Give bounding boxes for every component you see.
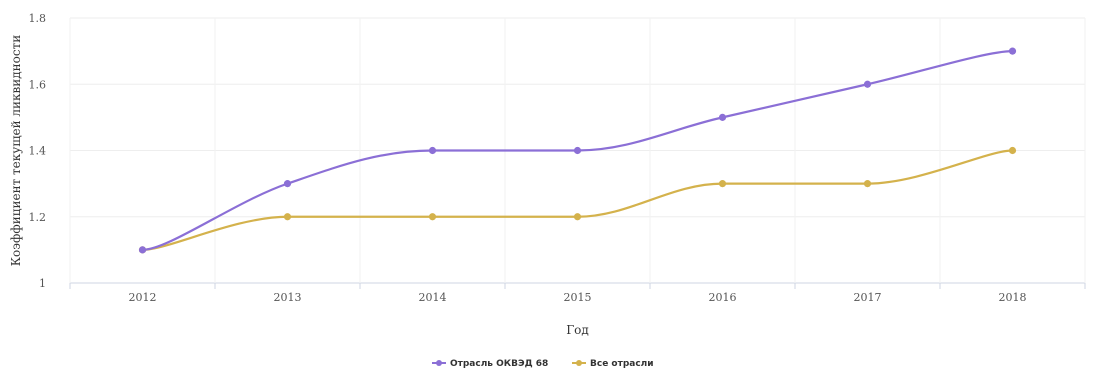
- data-point[interactable]: [428, 146, 437, 155]
- legend: Отрасль ОКВЭД 68 Все отрасли: [432, 359, 654, 369]
- data-point[interactable]: [428, 213, 437, 221]
- x-tick-label: 2012: [129, 291, 157, 304]
- grid: [69, 17, 1086, 284]
- x-tick-label: 2014: [419, 291, 447, 304]
- axes: 1 1.2 1.4 1.6 1.8 2012 2013 2014 2015 2016 2017 201…: [29, 12, 1086, 304]
- y-axis-title: Коэффициент текущей ликвидности: [9, 35, 23, 267]
- data-point[interactable]: [718, 113, 727, 121]
- legend-swatch-marker: [436, 360, 442, 366]
- legend-label[interactable]: Отрасль ОКВЭД 68: [450, 359, 548, 369]
- x-tick-label: 2013: [274, 291, 302, 304]
- x-tick-label: 2017: [854, 291, 882, 304]
- legend-swatch-marker: [576, 360, 582, 366]
- data-point[interactable]: [1008, 146, 1017, 155]
- y-tick-label: 1.6: [29, 78, 47, 91]
- data-point[interactable]: [283, 213, 292, 221]
- y-tick-label: 1.4: [29, 145, 47, 158]
- y-tick-label: 1.2: [29, 211, 47, 224]
- x-tick-label: 2018: [999, 291, 1027, 304]
- x-axis-title: Год: [566, 323, 589, 337]
- data-point[interactable]: [863, 80, 872, 88]
- x-tick-label: 2015: [564, 291, 592, 304]
- data-point[interactable]: [863, 180, 872, 188]
- data-point[interactable]: [138, 246, 147, 254]
- data-point[interactable]: [283, 180, 292, 188]
- y-tick-label: 1: [39, 277, 46, 290]
- legend-label[interactable]: Все отрасли: [590, 359, 654, 369]
- data-point[interactable]: [573, 146, 582, 155]
- x-tick-label: 2016: [709, 291, 737, 304]
- y-tick-label: 1.8: [29, 12, 47, 25]
- data-point[interactable]: [573, 213, 582, 221]
- data-point[interactable]: [1008, 47, 1017, 55]
- series-group: [138, 47, 1017, 254]
- data-point[interactable]: [718, 180, 727, 188]
- series-line-1: [142, 149, 1013, 251]
